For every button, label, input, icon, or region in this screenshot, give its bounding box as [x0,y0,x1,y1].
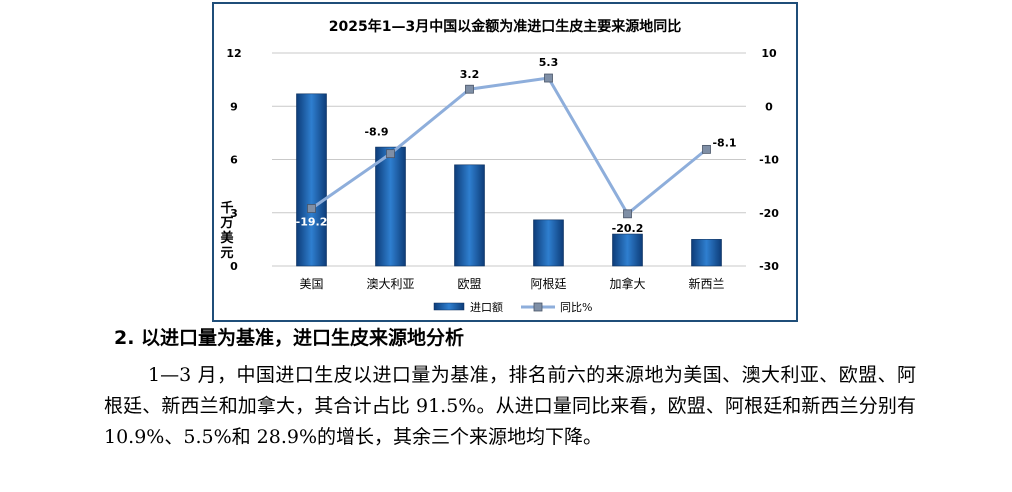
yoy-point-3 [465,84,474,94]
yoy-point-2 [386,149,395,159]
right-axis-tick-label: -20 [759,207,779,220]
yoy-point-5 [623,209,632,219]
legend-bar-swatch [433,302,465,311]
category-label: 加拿大 [609,276,645,291]
data-label: 5.3 [539,56,559,69]
right-axis-tick-label: -10 [759,154,779,167]
bar-5 [612,233,643,267]
section-heading: 2. 以进口量为基准，进口生皮来源地分析 [114,327,465,349]
left-axis-tick-label: 0 [230,260,238,273]
yoy-point-1 [307,204,316,213]
left-axis-tick-label: 3 [230,207,238,220]
data-label: -19.2 [296,215,328,228]
category-label: 美国 [299,277,323,291]
right-axis-tick-label: -30 [759,260,779,273]
yoy-point-4 [544,73,553,83]
chart-title: 2025年1—3月中国以金额为准进口生皮主要来源地同比 [329,18,681,35]
bar-2 [375,146,406,267]
data-label: -8.1 [712,136,736,149]
data-label: -8.9 [364,126,388,139]
legend-line-marker [533,302,543,312]
right-axis-tick-label: 0 [765,100,773,113]
data-label: -20.2 [612,222,644,235]
legend-label-import-value: 进口额 [470,301,503,314]
body-paragraph: 1—3 月，中国进口生皮以进口量为基准，排名前六的来源地为美国、澳大利亚、欧盟、… [104,364,916,448]
category-label: 新西兰 [688,276,724,291]
data-label: 3.2 [460,68,480,81]
left-axis-tick-label: 12 [226,47,241,60]
chart-svg: 2025年1—3月中国以金额为准进口生皮主要来源地同比 0 3 6 9 12 -30 -20 -… [219,18,779,314]
category-label: 澳大利亚 [366,277,414,291]
right-axis-tick-label: 10 [761,47,777,60]
bar-4 [533,219,564,267]
bar-3 [454,164,485,267]
category-label: 阿根廷 [530,277,566,291]
bar-6 [691,239,722,267]
yoy-line [310,76,708,217]
bar-1 [296,93,327,267]
chart-container: 2025年1—3月中国以金额为准进口生皮主要来源地同比 0 3 6 9 12 -30 -20 -… [212,2,798,322]
category-label: 欧盟 [457,277,481,291]
yoy-point-6 [702,144,711,154]
left-axis-tick-label: 6 [230,154,238,167]
left-axis-tick-label: 9 [230,100,238,113]
y-axis-label: 千万美元 [219,200,234,261]
legend-label-yoy: 同比% [560,301,592,314]
